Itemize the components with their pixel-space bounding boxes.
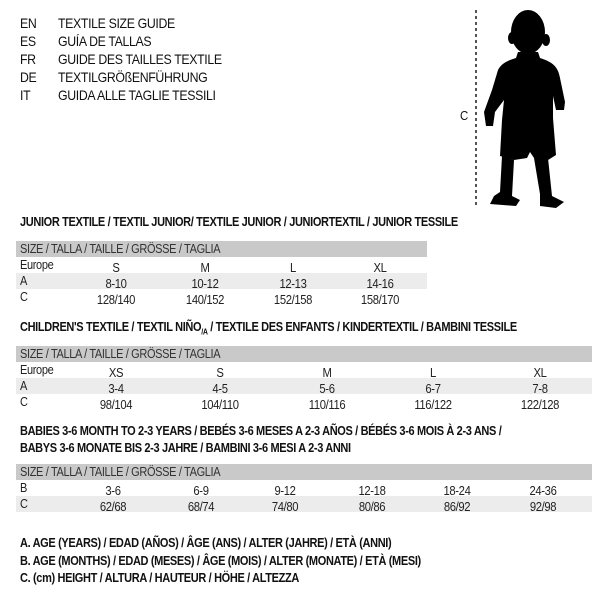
row-label: Europe — [20, 258, 54, 272]
table-cell: XL — [373, 261, 387, 275]
table-cell: XL — [533, 366, 547, 380]
table-cell: L — [290, 261, 296, 275]
table-cell: 7-8 — [532, 382, 548, 396]
table-cell: 80/86 — [358, 500, 386, 514]
table-cell: 18-24 — [443, 484, 471, 498]
table-cell: S — [112, 261, 120, 275]
table-cell: 3-6 — [105, 484, 121, 498]
table-cell: 140/152 — [185, 293, 225, 307]
row-shade — [16, 496, 592, 512]
size-header-text: SIZE / TALLA / TAILLE / GRÖSSE / TAGLIA — [20, 242, 221, 256]
table-cell: 6-7 — [425, 382, 441, 396]
title-es: GUÍA DE TALLAS — [58, 33, 152, 49]
lang-code-en: EN — [20, 15, 37, 31]
table-cell: 3-4 — [108, 382, 124, 396]
table-cell: M — [200, 261, 210, 275]
baby-silhouette-icon — [475, 10, 565, 208]
table-cell: 116/122 — [414, 398, 452, 412]
children-title-main: CHILDREN'S TEXTILE / TEXTIL NIÑO — [20, 320, 202, 334]
row-label: C — [20, 497, 28, 511]
table-cell: 12-13 — [279, 277, 307, 291]
row-label: C — [20, 395, 28, 409]
table-cell: 92/98 — [529, 500, 557, 514]
children-size-header: SIZE / TALLA / TAILLE / GRÖSSE / TAGLIA — [16, 346, 592, 362]
size-header-text: SIZE / TALLA / TAILLE / GRÖSSE / TAGLIA — [20, 347, 221, 361]
row-label: A — [20, 274, 27, 288]
table-cell: 9-12 — [274, 484, 296, 498]
children-title-rest: / TEXTILE DES ENFANTS / KINDERTEXTIL / B… — [207, 320, 517, 334]
table-cell: 152/158 — [273, 293, 313, 307]
table-cell: 122/128 — [520, 398, 560, 412]
title-fr: GUIDE DES TAILLES TEXTILE — [58, 51, 222, 67]
table-cell: 104/110 — [201, 398, 239, 412]
table-cell: 14-16 — [366, 277, 394, 291]
children-title-sub: /A — [201, 327, 208, 337]
title-en: TEXTILE SIZE GUIDE — [58, 15, 175, 31]
table-cell: 5-6 — [319, 382, 335, 396]
table-cell: 158/170 — [360, 293, 400, 307]
table-cell: 8-10 — [105, 277, 127, 291]
row-label: A — [20, 379, 27, 393]
title-it: GUIDA ALLE TAGLIE TESSILI — [58, 87, 216, 103]
row-shade — [16, 378, 592, 394]
table-cell: 68/74 — [187, 500, 215, 514]
legend-b: B. AGE (MONTHS) / EDAD (MESES) / ÂGE (MO… — [20, 554, 421, 568]
table-cell: 6-9 — [193, 484, 209, 498]
lang-code-es: ES — [20, 33, 36, 49]
table-cell: 62/68 — [99, 500, 127, 514]
lang-code-it: IT — [20, 87, 31, 103]
children-title: CHILDREN'S TEXTILE / TEXTIL NIÑO/A / TEX… — [20, 320, 517, 337]
table-cell: M — [322, 366, 332, 380]
lang-code-fr: FR — [20, 51, 36, 67]
row-shade — [16, 273, 427, 289]
table-cell: 10-12 — [191, 277, 219, 291]
title-de: TEXTILGRÖßENFÜHRUNG — [58, 69, 208, 85]
legend-a: A. AGE (YEARS) / EDAD (AÑOS) / ÂGE (ANS)… — [20, 536, 392, 550]
row-label: B — [20, 481, 27, 495]
table-cell: 86/92 — [443, 500, 471, 514]
legend-c: C. (cm) HEIGHT / ALTURA / HAUTEUR / HÖHE… — [20, 571, 299, 585]
babies-title-line2: BABYS 3-6 MONATE BIS 2-3 JAHRE / BAMBINI… — [20, 441, 351, 455]
height-measure-label: C — [460, 108, 468, 123]
junior-title: JUNIOR TEXTILE / TEXTIL JUNIOR/ TEXTILE … — [20, 215, 458, 229]
size-header-text: SIZE / TALLA / TAILLE / GRÖSSE / TAGLIA — [20, 465, 221, 479]
row-label: C — [20, 290, 28, 304]
babies-size-header: SIZE / TALLA / TAILLE / GRÖSSE / TAGLIA — [16, 464, 592, 480]
table-cell: 98/104 — [99, 398, 133, 412]
table-cell: XS — [108, 366, 124, 380]
junior-size-header: SIZE / TALLA / TAILLE / GRÖSSE / TAGLIA — [16, 241, 427, 257]
table-cell: 128/140 — [96, 293, 136, 307]
babies-title-line1: BABIES 3-6 MONTH TO 2-3 YEARS / BEBÉS 3-… — [20, 424, 502, 438]
table-cell: 24-36 — [529, 484, 557, 498]
table-cell: S — [216, 366, 224, 380]
table-cell: 110/116 — [308, 398, 346, 412]
table-cell: L — [430, 366, 436, 380]
baby-silhouette — [484, 10, 565, 208]
lang-code-de: DE — [20, 69, 37, 85]
row-label: Europe — [20, 363, 54, 377]
table-cell: 4-5 — [212, 382, 228, 396]
table-cell: 74/80 — [271, 500, 299, 514]
table-cell: 12-18 — [358, 484, 386, 498]
